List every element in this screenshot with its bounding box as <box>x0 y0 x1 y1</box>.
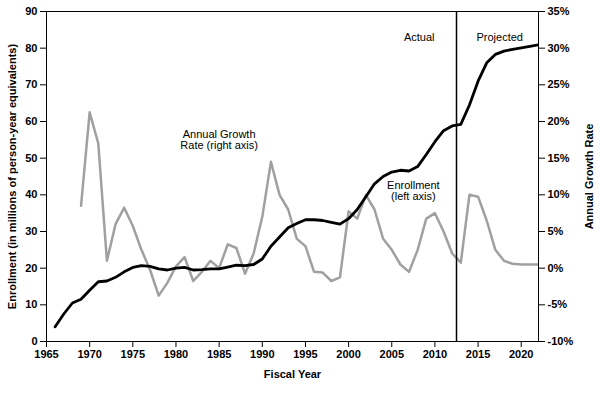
svg-text:Projected: Projected <box>477 31 523 43</box>
svg-text:20: 20 <box>25 262 37 274</box>
svg-text:20%: 20% <box>548 115 570 127</box>
svg-text:2020: 2020 <box>509 348 533 360</box>
svg-text:0%: 0% <box>548 262 564 274</box>
svg-text:1995: 1995 <box>293 348 317 360</box>
svg-text:2005: 2005 <box>380 348 404 360</box>
svg-text:Enrollment(left axis): Enrollment(left axis) <box>387 179 440 202</box>
svg-text:70: 70 <box>25 78 37 90</box>
svg-text:Annual Growth Rate: Annual Growth Rate <box>583 124 595 230</box>
svg-text:15%: 15% <box>548 152 570 164</box>
svg-text:2015: 2015 <box>466 348 490 360</box>
svg-text:1965: 1965 <box>34 348 58 360</box>
svg-text:2000: 2000 <box>336 348 360 360</box>
svg-text:30: 30 <box>25 225 37 237</box>
svg-text:60: 60 <box>25 115 37 127</box>
svg-text:1980: 1980 <box>164 348 188 360</box>
svg-text:Fiscal Year: Fiscal Year <box>264 368 322 380</box>
svg-text:10: 10 <box>25 298 37 310</box>
svg-text:30%: 30% <box>548 42 570 54</box>
svg-text:1990: 1990 <box>250 348 274 360</box>
svg-text:10%: 10% <box>548 188 570 200</box>
svg-text:-5%: -5% <box>548 298 568 310</box>
svg-text:2010: 2010 <box>423 348 447 360</box>
svg-text:1975: 1975 <box>121 348 145 360</box>
svg-text:35%: 35% <box>548 5 570 17</box>
svg-text:80: 80 <box>25 42 37 54</box>
svg-text:0: 0 <box>31 335 37 347</box>
svg-text:1985: 1985 <box>207 348 231 360</box>
svg-text:-10%: -10% <box>548 335 574 347</box>
svg-text:90: 90 <box>25 5 37 17</box>
svg-text:Enrollment (in millions of per: Enrollment (in millions of person-year e… <box>6 44 18 310</box>
svg-text:50: 50 <box>25 152 37 164</box>
svg-text:25%: 25% <box>548 78 570 90</box>
svg-text:5%: 5% <box>548 225 564 237</box>
svg-text:Actual: Actual <box>404 31 435 43</box>
svg-text:Annual GrowthRate (right axis): Annual GrowthRate (right axis) <box>180 128 258 151</box>
svg-text:1970: 1970 <box>77 348 101 360</box>
svg-text:40: 40 <box>25 188 37 200</box>
